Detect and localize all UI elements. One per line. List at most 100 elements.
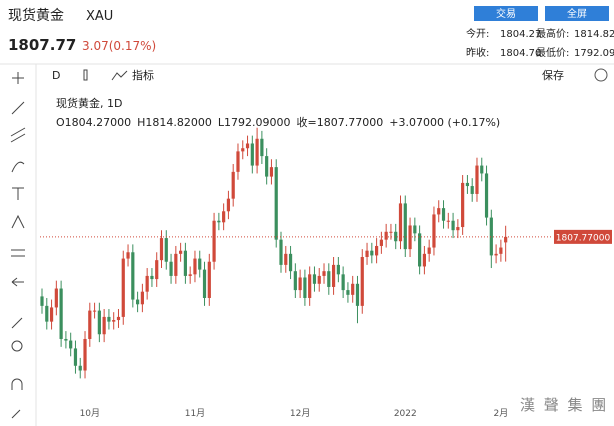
candle-icon[interactable] xyxy=(83,69,88,81)
candle-body xyxy=(422,253,426,267)
x-tick-label: 12月 xyxy=(290,408,310,419)
candle-body xyxy=(336,264,340,275)
candle-body xyxy=(375,245,379,256)
candle-body xyxy=(456,227,460,231)
candle-body xyxy=(179,250,183,254)
title: 现货黄金 xyxy=(8,7,64,24)
candle-body xyxy=(504,236,508,243)
candle-body xyxy=(465,182,470,187)
candle-body xyxy=(92,310,97,312)
candle-body xyxy=(413,225,417,234)
candle-body xyxy=(188,274,192,276)
candle-body xyxy=(284,253,288,265)
candle-body xyxy=(351,283,355,295)
candle-body xyxy=(398,203,403,242)
candle-body xyxy=(255,138,259,166)
candle-body xyxy=(83,338,87,371)
stat-label: 今开: xyxy=(466,27,489,40)
candle-body xyxy=(432,214,436,248)
legend-text: 收=1807.77000 xyxy=(297,115,384,129)
candle-body xyxy=(499,247,503,254)
candle-body xyxy=(451,220,455,231)
candle-body xyxy=(303,277,307,298)
candle-body xyxy=(312,274,317,284)
indicators[interactable]: 指标 xyxy=(132,68,154,82)
candle-body xyxy=(461,182,465,228)
candle-body xyxy=(49,307,54,322)
legend-text: L1792.09000 xyxy=(218,116,291,129)
candle-body xyxy=(150,275,154,280)
stat-label: 最低价: xyxy=(536,46,569,59)
legend-text: +3.07000 (+0.17%) xyxy=(389,116,500,129)
candle-body xyxy=(437,208,441,215)
candle-body xyxy=(231,171,235,199)
trade-button[interactable] xyxy=(474,6,538,21)
candle-body xyxy=(88,310,92,339)
candle-body xyxy=(207,261,211,298)
trade-label[interactable]: 交易 xyxy=(496,7,516,20)
candle-body xyxy=(322,271,326,276)
candle-body xyxy=(159,238,164,261)
stat-value: 1792.09 xyxy=(574,48,614,59)
candle-body xyxy=(274,167,278,240)
candle-body xyxy=(470,186,474,194)
stat-label: 昨收: xyxy=(466,46,489,59)
candle-body xyxy=(212,220,216,262)
candle-body xyxy=(121,258,125,317)
candle-body xyxy=(226,198,231,212)
legend-text: H1814.82000 xyxy=(137,116,212,129)
candle-body xyxy=(484,173,489,218)
candle-body xyxy=(198,258,202,270)
candle-body xyxy=(116,316,121,321)
candle-body xyxy=(427,247,431,254)
candle-body xyxy=(78,365,82,371)
candle-body xyxy=(446,220,450,222)
x-tick-label: 2月 xyxy=(494,408,509,419)
candle-body xyxy=(73,348,78,366)
candle-body xyxy=(355,283,360,306)
change: 3.07(0.17%) xyxy=(82,39,156,53)
candle-body xyxy=(97,310,101,335)
candle-body xyxy=(494,253,498,256)
candle-body xyxy=(169,261,173,276)
candle-body xyxy=(346,290,350,295)
candle-body xyxy=(331,264,336,287)
candle-body xyxy=(384,231,388,240)
candle-body xyxy=(69,340,73,349)
candle-body xyxy=(183,250,187,276)
interval[interactable]: D xyxy=(52,69,60,82)
candle-body xyxy=(112,320,116,322)
fullscreen-label[interactable]: 全屏 xyxy=(567,7,587,20)
candle-body xyxy=(245,143,250,149)
candle-body xyxy=(408,225,412,250)
stat-value: 1814.82 xyxy=(574,29,614,40)
candle-body xyxy=(341,274,345,291)
candle-body xyxy=(217,220,221,223)
candle-body xyxy=(475,165,479,194)
candle-body xyxy=(441,208,446,221)
candle-body xyxy=(288,253,293,272)
candle-body xyxy=(480,165,484,174)
last-price-label: 1807.77000 xyxy=(556,233,611,243)
candle-body xyxy=(389,231,393,233)
settings-icon[interactable] xyxy=(594,68,608,82)
candle-body xyxy=(222,211,226,223)
candle-body xyxy=(136,299,140,305)
drawing-tools[interactable] xyxy=(10,72,26,419)
watermark: 漢 聲 集 團 xyxy=(520,396,608,414)
candle-body xyxy=(327,271,331,287)
candle-body xyxy=(40,296,44,306)
candle-body xyxy=(260,138,264,157)
indicator-icon[interactable] xyxy=(111,70,128,81)
fullscreen-button[interactable] xyxy=(545,6,609,21)
candle-body xyxy=(102,316,106,335)
save[interactable]: 保存 xyxy=(542,68,564,82)
candle-body xyxy=(265,156,269,177)
candle-body xyxy=(489,217,493,256)
last-price-tag xyxy=(554,229,612,244)
candle-body xyxy=(126,252,130,259)
candle-body xyxy=(107,316,111,322)
stat-label: 最高价: xyxy=(536,27,569,40)
candle-body xyxy=(54,288,58,308)
